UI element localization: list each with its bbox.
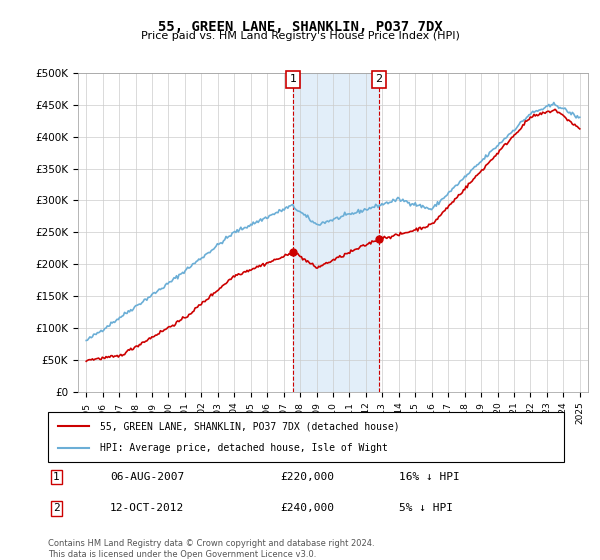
Text: 16% ↓ HPI: 16% ↓ HPI [399,472,460,482]
Text: 2: 2 [375,74,382,84]
Text: 55, GREEN LANE, SHANKLIN, PO37 7DX (detached house): 55, GREEN LANE, SHANKLIN, PO37 7DX (deta… [100,422,399,432]
Text: 06-AUG-2007: 06-AUG-2007 [110,472,184,482]
Text: 5% ↓ HPI: 5% ↓ HPI [399,503,453,514]
Text: 12-OCT-2012: 12-OCT-2012 [110,503,184,514]
Text: £220,000: £220,000 [280,472,334,482]
FancyBboxPatch shape [48,412,564,462]
Text: 2: 2 [53,503,60,514]
Text: HPI: Average price, detached house, Isle of Wight: HPI: Average price, detached house, Isle… [100,443,388,453]
Bar [293,73,379,392]
Text: 1: 1 [53,472,60,482]
Text: £240,000: £240,000 [280,503,334,514]
Text: Price paid vs. HM Land Registry's House Price Index (HPI): Price paid vs. HM Land Registry's House … [140,31,460,41]
Text: 1: 1 [290,74,296,84]
Text: 55, GREEN LANE, SHANKLIN, PO37 7DX: 55, GREEN LANE, SHANKLIN, PO37 7DX [158,20,442,34]
Text: Contains HM Land Registry data © Crown copyright and database right 2024.: Contains HM Land Registry data © Crown c… [48,539,374,548]
Text: This data is licensed under the Open Government Licence v3.0.: This data is licensed under the Open Gov… [48,550,316,559]
